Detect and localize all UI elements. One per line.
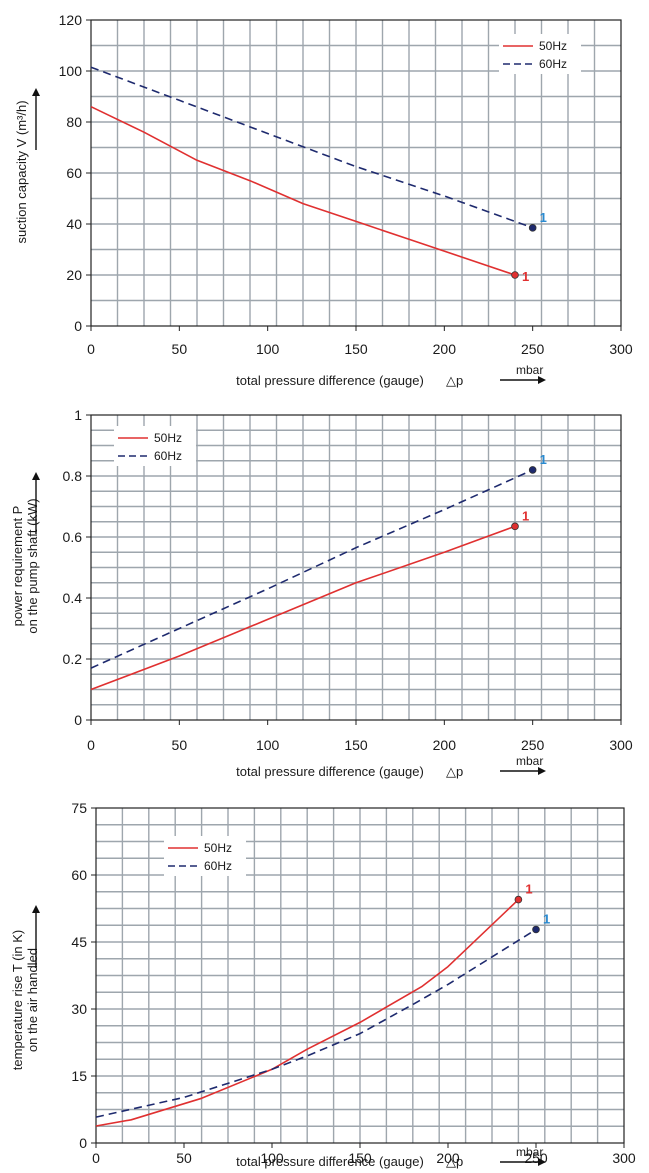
series-line-60hz [90, 66, 533, 229]
series-end-label: 1 [543, 911, 550, 926]
x-tick-label: 150 [344, 341, 368, 357]
y-axis-arrow-head [32, 905, 40, 913]
x-tick-label: 150 [344, 737, 368, 753]
x-tick-label: 300 [612, 1150, 636, 1166]
x-unit-label: mbar [516, 1145, 543, 1159]
legend: 50Hz 60Hz [499, 34, 581, 74]
legend: 50Hz 60Hz [164, 836, 246, 876]
x-unit-label: mbar [516, 754, 543, 768]
x-tick-label: 300 [609, 341, 633, 357]
x-unit-arrow-head [538, 1158, 546, 1166]
y-tick-label: 60 [66, 165, 82, 181]
y-tick-label: 80 [66, 114, 82, 130]
x-tick-label: 100 [260, 1150, 284, 1166]
y-axis-title-line: temperature rise T (in K) [10, 930, 25, 1070]
series-end-point-60hz [528, 224, 537, 232]
legend: 50Hz 60Hz [114, 426, 196, 466]
series-line-50hz [90, 525, 516, 691]
series-end-label: 1 [522, 269, 529, 284]
delta-p-symbol: △p [446, 764, 463, 779]
grid-lines [96, 808, 624, 1143]
x-tick-label: 50 [172, 737, 188, 753]
legend-label: 60Hz [204, 859, 232, 873]
legend-label: 50Hz [154, 431, 182, 445]
legend-label: 50Hz [539, 39, 567, 53]
grid-lines [91, 20, 621, 326]
series-end-label: 1 [525, 882, 532, 897]
y-axis-title-line: on the air handled [25, 948, 40, 1052]
legend-label: 60Hz [154, 449, 182, 463]
x-tick-label: 300 [609, 737, 633, 753]
y-tick-label: 120 [59, 12, 83, 28]
delta-p-symbol: △p [446, 1154, 463, 1169]
x-tick-label: 200 [433, 737, 457, 753]
chart-panel-2: 0 50 100 150 200 250 300 0 0.2 0.4 0.6 0.8 1 total pr… [10, 407, 633, 779]
y-tick-label: 20 [66, 267, 82, 283]
x-tick-label: 100 [256, 341, 280, 357]
legend-box [164, 836, 246, 876]
y-tick-label: 60 [71, 867, 87, 883]
x-tick-label: 0 [92, 1150, 100, 1166]
y-tick-label: 0 [74, 712, 82, 728]
series-end-point-50hz [511, 271, 519, 279]
y-tick-label: 15 [71, 1068, 87, 1084]
y-axis-title-line: suction capacity V (m³/h) [14, 100, 29, 243]
y-axis-arrow-head [32, 472, 40, 480]
y-tick-label: 100 [59, 63, 83, 79]
series-end-label: 1 [522, 508, 529, 523]
y-tick-label: 0.2 [63, 651, 83, 667]
series-end-point-50hz [511, 522, 519, 531]
legend-box [499, 34, 581, 74]
series-line-60hz [95, 928, 537, 1118]
series-line-50hz [90, 105, 516, 276]
x-axis-title: total pressure difference (gauge) [236, 1154, 424, 1169]
y-axis-arrow-head [32, 88, 40, 96]
y-tick-label: 0 [79, 1135, 87, 1151]
y-tick-label: 0.6 [63, 529, 83, 545]
series-end-point-60hz [532, 925, 540, 934]
series-end-label: 1 [540, 210, 547, 225]
series-end-label: 1 [540, 452, 547, 467]
y-axis-title-line: on the pump shaft (kW) [25, 498, 40, 633]
x-tick-label: 250 [521, 341, 545, 357]
y-tick-label: 0.8 [63, 468, 83, 484]
x-unit-label: mbar [516, 363, 543, 377]
x-axis-title: total pressure difference (gauge) [236, 764, 424, 779]
legend-box [114, 426, 196, 466]
x-tick-label: 50 [176, 1150, 192, 1166]
y-axis-title: temperature rise T (in K)on the air hand… [10, 930, 40, 1070]
x-tick-label: 0 [87, 737, 95, 753]
y-tick-label: 45 [71, 934, 87, 950]
series-line-60hz [90, 469, 534, 669]
x-tick-label: 150 [348, 1150, 372, 1166]
y-tick-label: 75 [71, 800, 87, 816]
y-tick-label: 40 [66, 216, 82, 232]
chart-panel-1: 0 50 100 150 200 250 300 0 20 40 60 80 100 120 total p… [14, 12, 633, 388]
y-axis-title: suction capacity V (m³/h) [14, 100, 29, 243]
x-unit-arrow-head [538, 376, 546, 384]
legend-label: 50Hz [204, 841, 232, 855]
x-tick-label: 200 [433, 341, 457, 357]
x-tick-label: 0 [87, 341, 95, 357]
x-axis-title: total pressure difference (gauge) [236, 373, 424, 388]
delta-p-symbol: △p [446, 373, 463, 388]
y-tick-label: 30 [71, 1001, 87, 1017]
legend-label: 60Hz [539, 57, 567, 71]
x-tick-label: 250 [521, 737, 545, 753]
x-tick-label: 50 [172, 341, 188, 357]
y-tick-label: 1 [74, 407, 82, 423]
y-tick-label: 0.4 [63, 590, 83, 606]
x-unit-arrow-head [538, 767, 546, 775]
x-tick-label: 200 [436, 1150, 460, 1166]
series-line-50hz [95, 899, 519, 1127]
x-tick-label: 100 [256, 737, 280, 753]
series-end-point-50hz [514, 895, 523, 904]
y-axis-title-line: power requirement P [10, 506, 25, 627]
series-end-point-60hz [528, 466, 537, 474]
y-tick-label: 0 [74, 318, 82, 334]
